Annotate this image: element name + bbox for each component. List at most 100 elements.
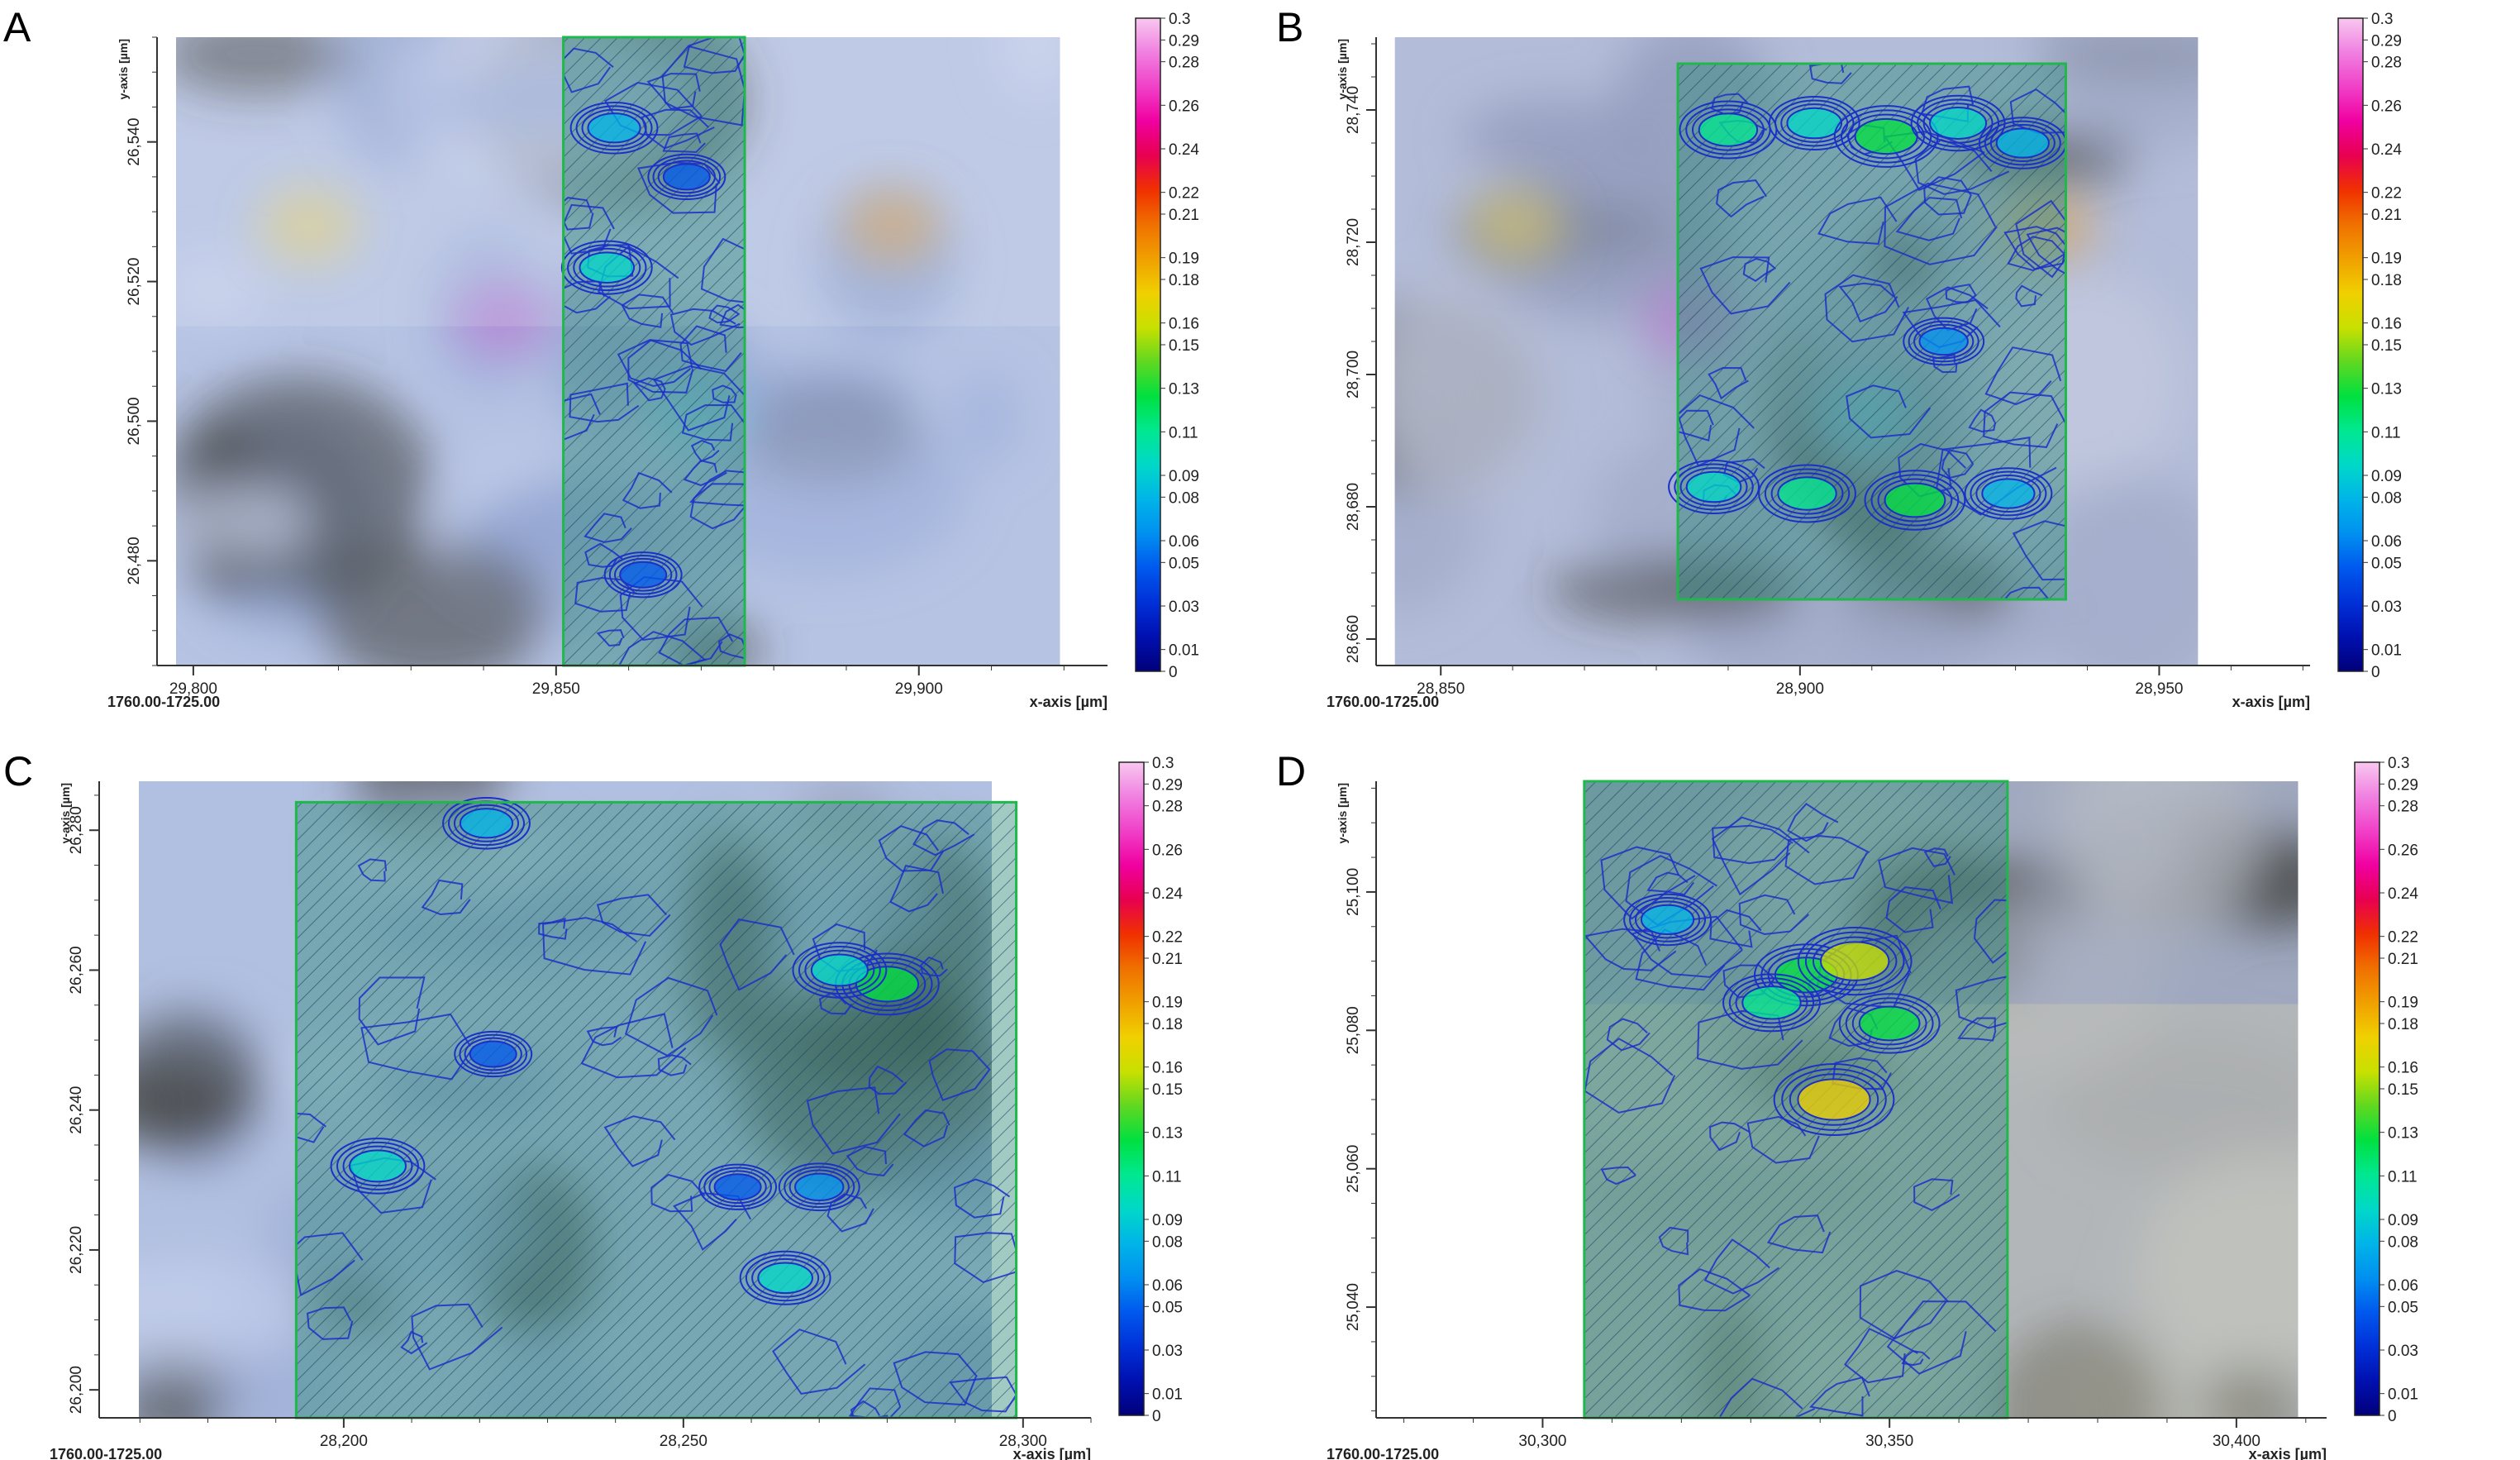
contour-line — [2015, 284, 2043, 308]
contour-line — [1832, 1057, 1892, 1090]
hotspot-contour — [657, 160, 716, 194]
hotspot — [714, 1174, 761, 1200]
contour-line — [350, 1157, 436, 1214]
footer-label: 1760.00-1725.00 — [107, 694, 220, 710]
x-tick-label: 30,350 — [1865, 1433, 1913, 1450]
contour-line — [893, 1351, 978, 1406]
hotspot — [1859, 1006, 1920, 1041]
colorbar-label: 0.18 — [1152, 1016, 1183, 1033]
hotspot-contour — [1908, 320, 1979, 363]
hatched-region-border — [1676, 62, 2067, 601]
contour-line — [2012, 520, 2067, 581]
contour-line — [712, 384, 737, 403]
hotspot-contour — [662, 163, 711, 191]
colorbar-label: 0.15 — [2371, 337, 2402, 355]
contour-line — [1838, 282, 1898, 323]
colorbar-label: 0.26 — [2388, 842, 2418, 859]
x-tick-label: 28,850 — [1417, 680, 1465, 698]
colorbar-label: 0.06 — [2388, 1277, 2418, 1295]
colorbar-label: 0.03 — [1152, 1343, 1183, 1360]
hotspot-contour — [573, 247, 641, 288]
contour-line — [1625, 855, 1717, 927]
contour-line — [1711, 816, 1810, 896]
colorbar-label: 0 — [1152, 1408, 1161, 1425]
colorbar-label: 0.05 — [1152, 1299, 1183, 1316]
hotspot — [1982, 479, 2035, 508]
panel-d: 30,300 30,350 30,400 25,100 25,080 25,060 25,0… — [1273, 744, 2513, 1460]
contour-line — [586, 1025, 622, 1047]
contour-line — [1817, 196, 1898, 245]
contour-line — [621, 293, 674, 328]
y-tick-label: 26,240 — [68, 1086, 85, 1134]
contour-line — [2003, 226, 2067, 270]
contour-lines — [562, 36, 746, 667]
hotspot-contour — [708, 1170, 767, 1205]
contour-line — [1712, 824, 1794, 865]
colorbar-label: 0.13 — [1152, 1125, 1183, 1143]
hotspot — [758, 1262, 812, 1294]
image-blob — [842, 188, 942, 263]
contour-line — [569, 382, 640, 423]
colorbar-label: 0.01 — [1152, 1386, 1183, 1404]
contour-line — [657, 1054, 692, 1076]
hotspot-contour — [1819, 941, 1890, 981]
x-axis-label: x-axis [µm] — [2249, 1446, 2327, 1460]
contour-line — [954, 1232, 1017, 1283]
contour-line — [307, 1306, 354, 1340]
contour-line — [1600, 1166, 1636, 1186]
contour-line — [868, 1065, 907, 1095]
contour-line — [603, 1115, 676, 1167]
axes: 28,200 28,250 28,300 26,280 26,260 26,240 26,2… — [50, 781, 1092, 1460]
y-tick-label: 25,040 — [1345, 1283, 1362, 1331]
colorbar-label: 0.19 — [2388, 995, 2418, 1012]
y-axis-label: y-axis [µm] — [1336, 783, 1349, 843]
contour-line — [662, 132, 706, 154]
image-blob — [2141, 1149, 2298, 1371]
axes: 29,800 29,850 29,900 26,540 26,520 26,500 26,4… — [107, 36, 1108, 710]
colorbar-label: 0.24 — [1152, 885, 1183, 903]
colorbar-label: 0.03 — [1169, 599, 1199, 616]
hotspot — [469, 1041, 517, 1067]
colorbar-label: 0.15 — [1169, 337, 1199, 355]
hotspot — [1996, 128, 2049, 158]
hotspot-contour — [713, 1173, 762, 1201]
hotspot-contour — [469, 1040, 517, 1068]
contour-line — [411, 1303, 503, 1371]
hotspot-contour — [698, 1163, 778, 1210]
image-blob — [1394, 281, 1540, 499]
hotspot-contour — [579, 251, 636, 284]
contour-line — [596, 629, 625, 647]
contour-line — [903, 1109, 950, 1147]
x-axis-label: x-axis [µm] — [1013, 1446, 1091, 1460]
contour-line — [1646, 871, 1694, 896]
hotspot-contour — [1685, 470, 1742, 503]
colorbar-label: 0 — [2388, 1408, 2397, 1425]
hotspot-contour — [745, 1254, 826, 1302]
contour-line — [806, 1086, 901, 1155]
colorbar-label: 0.05 — [1169, 555, 1199, 572]
colorbar-label: 0.19 — [2371, 250, 2402, 268]
hotspot-contour — [1984, 120, 2061, 166]
y-tick-label: 28,680 — [1345, 483, 1362, 531]
contour-line — [1635, 928, 1726, 991]
hotspot-contour — [798, 945, 881, 995]
colorbar-label: 0.09 — [1152, 1212, 1183, 1229]
colorbar-label: 0.15 — [2388, 1081, 2418, 1099]
contour-line — [580, 1013, 687, 1079]
colorbar-label: 0.29 — [1152, 776, 1183, 794]
contour-line — [1824, 274, 1909, 343]
contour-line — [1859, 1270, 1949, 1340]
hotspot-contour — [751, 1257, 820, 1298]
hotspot-contour — [1691, 108, 1765, 151]
colorbar-label: 0.3 — [2371, 11, 2393, 28]
hotspot-contour — [1698, 112, 1759, 147]
contour-line — [1631, 915, 1743, 978]
contour-line — [1699, 256, 1791, 315]
colorbar-label: 0.29 — [1169, 32, 1199, 50]
hotspot-contour — [1797, 927, 1913, 996]
image-blob — [2051, 1034, 2298, 1171]
panel-a: 29,800 29,850 29,900 26,540 26,520 26,500 26,4… — [0, 0, 1240, 711]
colorbar-label: 0.03 — [2388, 1343, 2418, 1360]
contour-line — [700, 237, 746, 303]
hotspot — [588, 113, 641, 143]
